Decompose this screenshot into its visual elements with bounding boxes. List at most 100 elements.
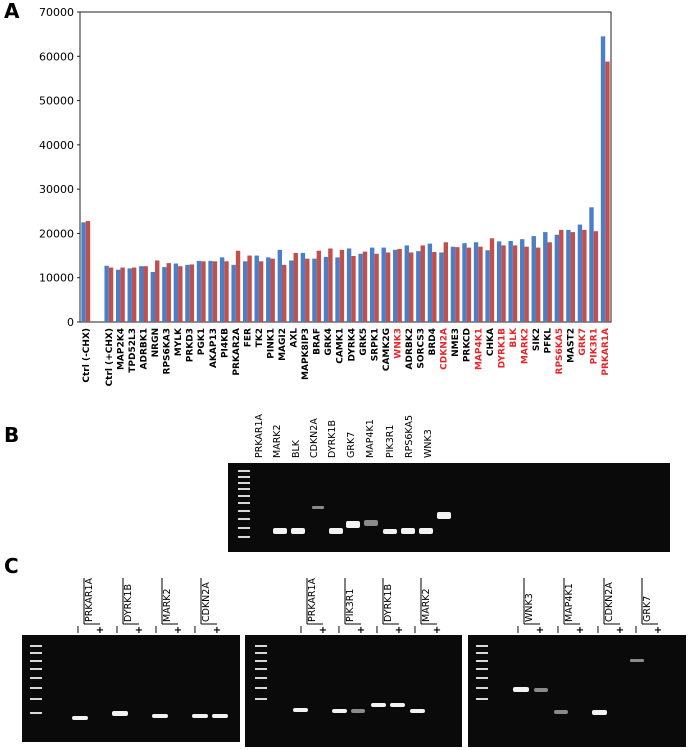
lane-mark: + bbox=[135, 625, 143, 636]
bar bbox=[162, 267, 167, 322]
bar bbox=[127, 268, 132, 322]
bar bbox=[439, 252, 444, 322]
x-tick-label: GRK5 bbox=[359, 328, 369, 356]
lane-label: CDKN2A bbox=[604, 582, 615, 622]
x-tick-label: Ctrl (+CHX) bbox=[105, 328, 115, 386]
bar bbox=[404, 245, 409, 322]
bar bbox=[316, 250, 322, 322]
bar bbox=[489, 238, 495, 322]
bar bbox=[535, 247, 541, 322]
bar bbox=[466, 247, 472, 322]
x-tick-label: FER bbox=[243, 328, 253, 347]
lane-mark: + bbox=[213, 625, 221, 636]
y-tick-label: 40000 bbox=[39, 139, 74, 152]
bar bbox=[351, 256, 356, 322]
x-tick-label: MAST2 bbox=[567, 328, 577, 363]
lane-label: MAP4K1 bbox=[564, 583, 575, 622]
bar bbox=[104, 265, 109, 322]
x-tick-label: MAPK8IP3 bbox=[301, 328, 311, 380]
bar bbox=[393, 249, 398, 322]
bar bbox=[473, 242, 479, 322]
bar bbox=[116, 269, 121, 322]
bar bbox=[339, 249, 345, 322]
plot-frame bbox=[79, 11, 612, 323]
lane-label: GRK7 bbox=[642, 596, 653, 622]
gel-image bbox=[468, 635, 686, 747]
bar bbox=[312, 258, 317, 322]
bar bbox=[508, 240, 513, 322]
lane-label: MARK2 bbox=[421, 588, 432, 622]
bar bbox=[189, 264, 195, 322]
lane-label: PIK3R1 bbox=[345, 589, 356, 622]
bar bbox=[173, 263, 179, 322]
bar bbox=[208, 260, 213, 322]
x-tick-label: PI4KB bbox=[220, 328, 230, 358]
x-tick-label: RPS6KA3 bbox=[163, 328, 173, 374]
x-tick-label: MAP2K4 bbox=[116, 328, 126, 370]
bar bbox=[362, 251, 368, 322]
lane-label: DYRK1B bbox=[327, 420, 338, 458]
bar bbox=[85, 221, 91, 322]
x-tick-label: AXL bbox=[290, 328, 300, 348]
bar bbox=[582, 229, 587, 322]
lane-mark: I bbox=[557, 625, 560, 636]
bar bbox=[178, 266, 183, 322]
lane-label: DYRK1B bbox=[383, 584, 394, 622]
bar bbox=[201, 261, 206, 322]
lane-mark: + bbox=[616, 625, 624, 636]
panel-label: C bbox=[4, 554, 19, 578]
bar bbox=[408, 252, 414, 322]
lane-mark: I bbox=[517, 625, 520, 636]
lane-mark: I bbox=[376, 625, 379, 636]
bar bbox=[155, 260, 160, 322]
bar bbox=[554, 234, 560, 322]
gel-bands bbox=[30, 645, 644, 720]
lane-mark: + bbox=[319, 625, 327, 636]
bar bbox=[219, 257, 225, 322]
x-tick-label: SORCS3 bbox=[417, 328, 427, 369]
bar bbox=[420, 245, 425, 322]
x-tick-label: CAMK2G bbox=[382, 328, 392, 371]
bar bbox=[566, 229, 571, 322]
x-tick-label: MAGI2 bbox=[278, 328, 288, 361]
bar bbox=[501, 245, 506, 322]
lane-label: PRKAR1A bbox=[307, 577, 318, 622]
x-tick-label: BRAF bbox=[313, 328, 323, 355]
x-tick-label: ADRBK2 bbox=[405, 328, 415, 369]
bar bbox=[185, 264, 190, 322]
y-tick-label: 20000 bbox=[39, 227, 74, 240]
bar bbox=[143, 266, 148, 322]
x-tick-label: BRD4 bbox=[428, 328, 438, 356]
lane-label: PRKAR1A bbox=[254, 413, 265, 458]
bar bbox=[305, 258, 310, 322]
x-tick-label: NRGN bbox=[151, 328, 161, 357]
bar bbox=[427, 243, 433, 322]
bar bbox=[416, 251, 421, 322]
lane-mark: I bbox=[77, 625, 80, 636]
bar bbox=[81, 222, 86, 322]
lane-mark: + bbox=[576, 625, 584, 636]
bar bbox=[289, 260, 294, 322]
y-tick-label: 70000 bbox=[39, 6, 74, 19]
bar bbox=[231, 264, 236, 322]
x-tick-label: SRPK1 bbox=[370, 328, 380, 361]
bar bbox=[385, 252, 391, 322]
lane-mark: + bbox=[654, 625, 662, 636]
bar bbox=[346, 248, 352, 322]
bar bbox=[242, 261, 248, 322]
x-tick-label: TPD52L3 bbox=[128, 328, 138, 373]
x-tick-label: PINK1 bbox=[266, 328, 276, 359]
lane-mark: + bbox=[433, 625, 441, 636]
bar bbox=[139, 266, 144, 322]
x-tick-label: GRK7 bbox=[578, 328, 588, 356]
bar bbox=[235, 250, 241, 322]
bar bbox=[589, 207, 594, 322]
lane-label: MAP4K1 bbox=[365, 419, 376, 458]
x-tick-label: RPS6KA5 bbox=[555, 328, 565, 374]
bar bbox=[196, 260, 202, 322]
bar bbox=[369, 247, 375, 322]
bar bbox=[258, 261, 264, 322]
lane-label: BLK bbox=[291, 439, 302, 458]
bar bbox=[108, 267, 114, 322]
